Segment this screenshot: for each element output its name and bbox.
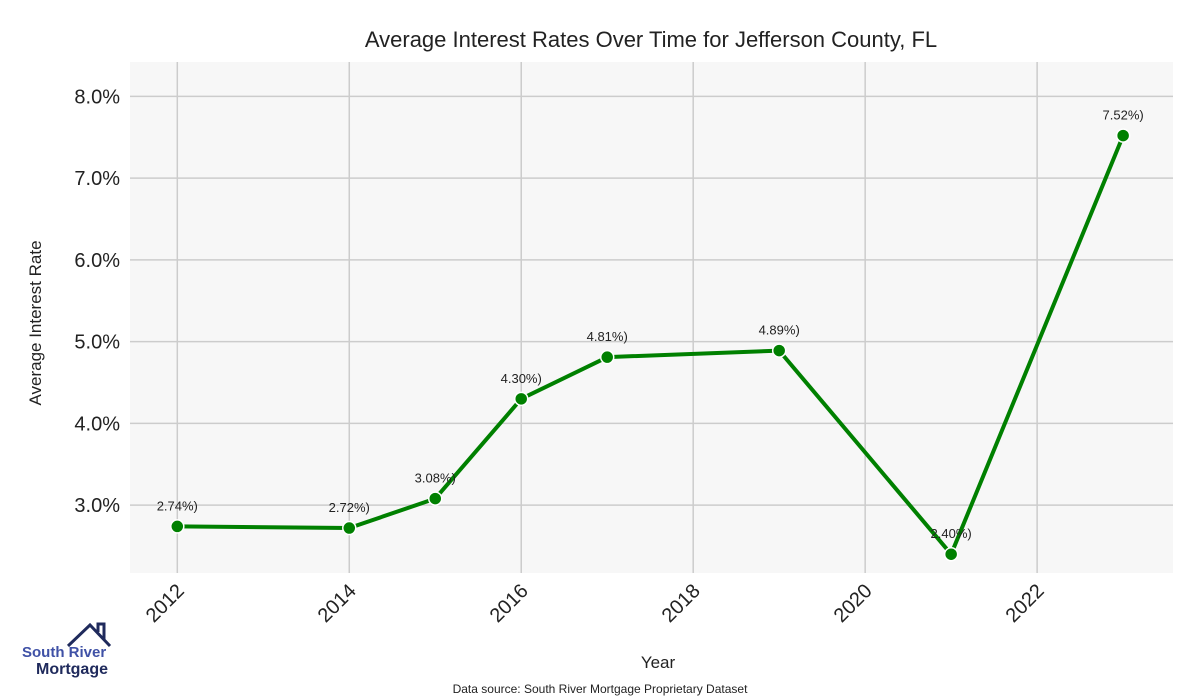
south-river-mortgage-logo: South River Mortgage xyxy=(22,622,117,682)
chart-title: Average Interest Rates Over Time for Jef… xyxy=(365,27,937,52)
data-points xyxy=(170,128,1131,562)
y-tick-label: 5.0% xyxy=(74,332,120,354)
data-label: 2.74%) xyxy=(157,498,198,513)
data-point xyxy=(599,349,615,365)
series-line xyxy=(177,134,1125,557)
y-ticks: 3.0% 4.0% 5.0% 6.0% 7.0% 8.0% xyxy=(74,86,120,517)
y-tick-label: 7.0% xyxy=(74,168,120,190)
y-axis-label: Average Interest Rate xyxy=(26,240,45,405)
x-tick-label: 2018 xyxy=(658,580,705,627)
x-tick-label: 2014 xyxy=(314,580,361,627)
data-label: 4.81%) xyxy=(587,329,628,344)
house-roof-icon xyxy=(66,622,112,648)
data-point xyxy=(1115,128,1131,143)
data-label: 7.52%) xyxy=(1103,108,1144,123)
data-label: 2.40%) xyxy=(931,526,972,541)
data-point xyxy=(771,343,787,358)
data-labels: 2.74%) 2.72%) 3.08%) 4.30%) 4.81%) 4.89%) 2.40… xyxy=(157,108,1144,542)
data-label: 3.08%) xyxy=(415,471,456,486)
x-axis-label: Year xyxy=(641,653,676,672)
data-point xyxy=(943,546,959,562)
y-tick-label: 4.0% xyxy=(74,413,120,435)
grid xyxy=(130,62,1173,573)
y-tick-label: 6.0% xyxy=(74,250,120,272)
data-label: 2.72%) xyxy=(329,500,370,515)
data-point xyxy=(170,519,185,534)
x-ticks: 2012 2014 2016 2018 2020 2022 xyxy=(142,580,1049,627)
data-label: 4.89%) xyxy=(759,323,800,338)
plot-area xyxy=(130,62,1173,573)
logo-text-line2: Mortgage xyxy=(36,661,108,678)
x-tick-label: 2022 xyxy=(1002,580,1049,627)
data-point xyxy=(513,391,529,407)
logo-text-line1: South River xyxy=(22,644,107,661)
x-tick-label: 2020 xyxy=(830,580,877,627)
data-label: 4.30%) xyxy=(501,371,542,386)
x-tick-label: 2012 xyxy=(142,580,189,627)
y-tick-label: 8.0% xyxy=(74,86,120,108)
y-tick-label: 3.0% xyxy=(74,495,120,517)
data-point xyxy=(342,520,357,536)
x-tick-label: 2016 xyxy=(486,580,533,627)
data-source-note: Data source: South River Mortgage Propri… xyxy=(453,682,748,696)
data-point xyxy=(427,491,443,506)
